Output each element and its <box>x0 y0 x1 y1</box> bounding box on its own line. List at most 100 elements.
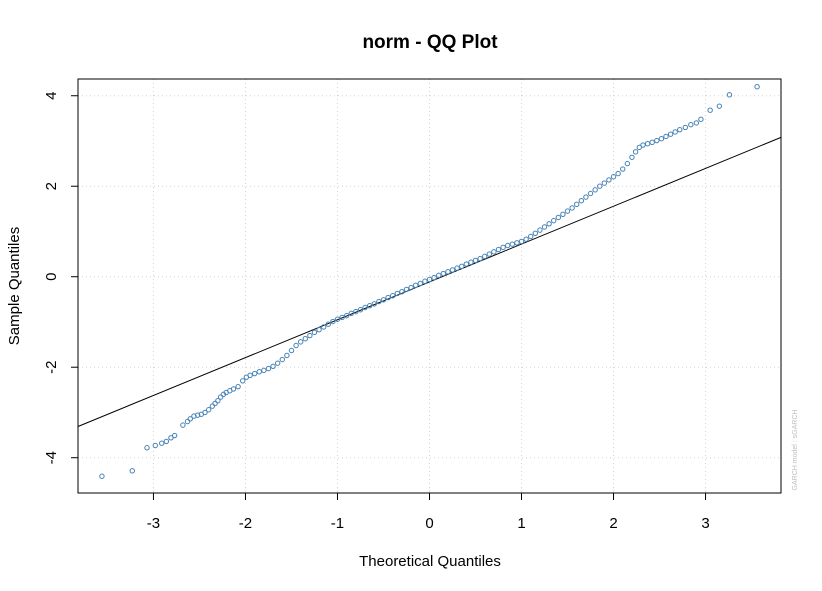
data-point <box>472 257 479 264</box>
data-point <box>215 397 221 404</box>
data-point <box>569 205 575 211</box>
data-point <box>371 301 377 307</box>
y-tick-label: 2 <box>43 182 60 190</box>
data-point <box>194 412 201 418</box>
data-point <box>541 224 548 230</box>
data-point <box>376 298 382 305</box>
data-point <box>523 236 529 242</box>
data-point <box>688 121 694 128</box>
data-point <box>251 370 258 377</box>
data-point <box>184 418 191 425</box>
data-point <box>726 92 733 98</box>
data-point <box>180 422 186 428</box>
data-point <box>698 116 704 122</box>
data-point <box>445 269 451 275</box>
data-point <box>99 473 105 479</box>
y-tick-label: 0 <box>43 273 60 281</box>
data-point <box>677 126 683 133</box>
data-point <box>564 208 571 214</box>
data-point <box>274 360 281 366</box>
grid-lines <box>78 79 781 493</box>
data-point <box>514 240 520 246</box>
data-point <box>574 201 580 208</box>
data-point <box>693 120 700 126</box>
data-point <box>256 369 262 375</box>
data-point <box>191 413 197 419</box>
data-point <box>399 288 405 295</box>
data-point <box>385 294 391 301</box>
data-point <box>654 137 660 144</box>
data-point <box>682 124 689 131</box>
data-point <box>532 230 539 236</box>
data-point <box>649 139 655 146</box>
data-point <box>707 107 713 113</box>
data-point <box>632 149 639 155</box>
data-point <box>265 365 272 372</box>
data-point <box>486 251 493 257</box>
data-point <box>620 166 626 172</box>
data-point <box>205 407 212 413</box>
data-point <box>187 416 193 422</box>
data-point <box>261 367 267 374</box>
data-point <box>389 293 396 299</box>
data-point <box>658 136 665 142</box>
data-point <box>615 170 621 177</box>
data-point <box>293 342 299 349</box>
data-point <box>463 261 470 267</box>
data-point <box>366 302 373 309</box>
data-point <box>592 187 598 193</box>
x-tick-label: -2 <box>239 515 252 532</box>
data-point <box>362 304 368 311</box>
data-point <box>587 190 594 197</box>
data-point <box>624 160 631 167</box>
data-point <box>440 270 447 277</box>
data-point <box>302 336 308 342</box>
data-points <box>99 83 760 479</box>
data-point <box>468 259 474 265</box>
data-point <box>307 332 313 339</box>
data-point <box>537 227 543 233</box>
data-point <box>316 326 322 333</box>
data-point <box>171 432 178 439</box>
data-point <box>279 356 285 363</box>
data-point <box>436 272 442 279</box>
plot-frame <box>77 78 782 494</box>
data-point <box>454 265 460 271</box>
data-point <box>716 103 723 109</box>
data-point <box>353 308 359 315</box>
x-axis: -3 -2 -1 0 1 2 3 <box>147 492 710 532</box>
x-tick-label: -1 <box>331 515 344 532</box>
y-tick-label: 4 <box>43 92 60 100</box>
data-point <box>560 211 566 217</box>
chart-title: norm - QQ Plot <box>362 32 498 53</box>
data-point <box>551 217 557 224</box>
data-point <box>247 372 253 379</box>
data-point <box>339 314 345 321</box>
data-point <box>555 214 562 221</box>
data-point <box>606 177 612 183</box>
data-point <box>159 440 165 446</box>
data-point <box>288 347 295 354</box>
x-tick-label: 2 <box>609 515 617 532</box>
x-axis-label: Theoretical Quantiles <box>359 553 501 570</box>
data-point <box>311 329 318 336</box>
data-point <box>408 284 414 291</box>
data-point <box>546 221 552 227</box>
y-axis-label: Sample Quantiles <box>6 227 23 345</box>
data-point <box>202 409 208 416</box>
data-point <box>235 383 241 390</box>
data-point <box>403 286 410 293</box>
data-point <box>672 129 678 135</box>
x-tick-label: 1 <box>517 515 525 532</box>
data-point <box>412 282 419 289</box>
data-point <box>284 352 290 359</box>
data-point <box>426 276 433 283</box>
data-point <box>417 280 423 287</box>
data-point <box>495 246 502 253</box>
data-point <box>343 312 350 319</box>
x-tick-label: 0 <box>425 515 433 532</box>
data-point <box>152 442 158 449</box>
data-point <box>528 233 534 240</box>
data-point <box>212 400 218 407</box>
